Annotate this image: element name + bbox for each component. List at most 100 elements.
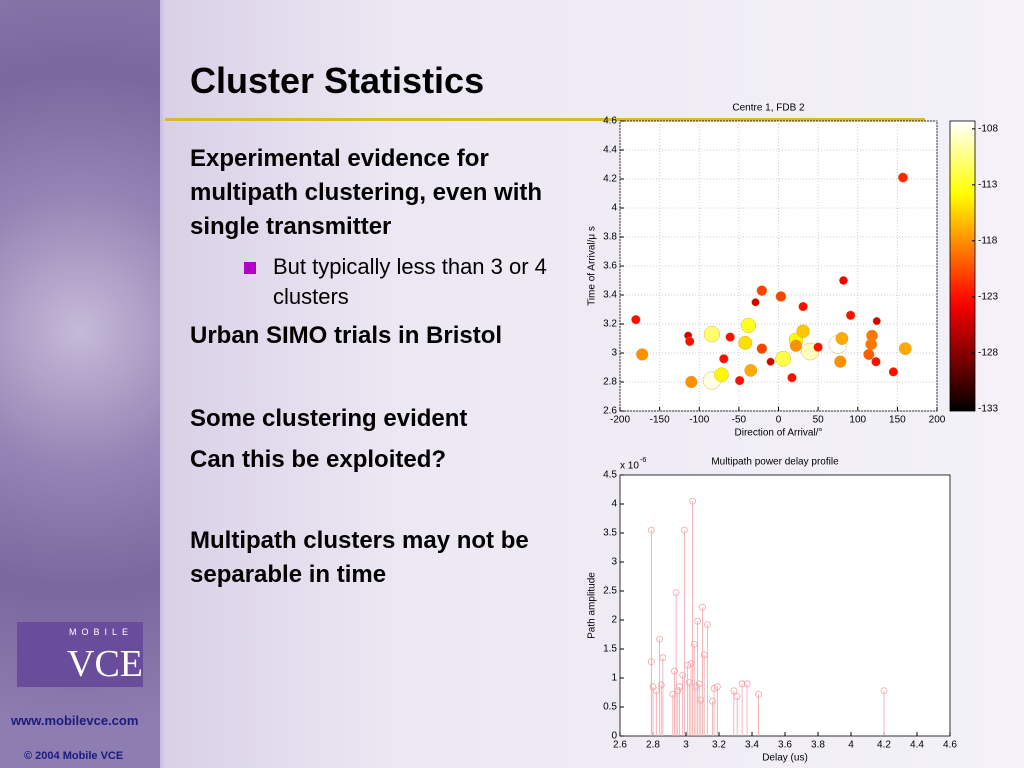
point <box>789 339 803 352</box>
point <box>839 276 848 285</box>
x-tick-label: 2.8 <box>646 740 660 751</box>
point <box>897 172 908 183</box>
stem-head <box>709 697 716 705</box>
point <box>834 355 847 368</box>
stem-head <box>647 658 655 666</box>
point <box>863 348 875 360</box>
y-tick-label: 2.5 <box>603 586 617 597</box>
x-tick-label: 2.6 <box>613 740 627 751</box>
x-tick-label: 3.8 <box>811 740 825 751</box>
point <box>775 350 792 367</box>
copyright: © 2004 Mobile VCE <box>24 750 124 762</box>
y-tick-label: 4.5 <box>603 470 617 481</box>
stem-head <box>674 687 682 695</box>
colorbar-tick-label: -123 <box>978 291 998 302</box>
point <box>888 367 899 377</box>
colorbar-tick-label: -113 <box>978 179 998 190</box>
y-tick-label: 3.2 <box>603 319 617 330</box>
point <box>740 317 756 333</box>
point <box>871 357 881 367</box>
point <box>725 332 735 342</box>
x-tick-label: 100 <box>849 415 866 426</box>
y-tick-label: 2.8 <box>603 377 617 388</box>
point <box>766 357 775 366</box>
point <box>744 364 758 377</box>
point <box>738 335 753 350</box>
stem-head <box>704 621 711 629</box>
x-tick-label: -50 <box>732 415 747 426</box>
x-tick-label: 4 <box>848 740 854 751</box>
logo-top: MOBILE <box>69 627 134 637</box>
x-tick-label: 50 <box>813 415 825 426</box>
stem-head <box>743 680 751 688</box>
stem-head <box>647 526 655 534</box>
y-tick-label: 4.6 <box>603 116 617 127</box>
stem-head <box>730 687 738 695</box>
point <box>703 326 721 343</box>
bullet: Experimental evidence for multipath clus… <box>190 145 543 240</box>
point <box>719 354 729 364</box>
point <box>796 324 810 338</box>
chart-title: Centre 1, FDB 2 <box>732 103 805 114</box>
x-tick-label: 3.6 <box>778 740 792 751</box>
x-tick-label: 4.4 <box>910 740 924 751</box>
point <box>631 314 641 325</box>
stem-head <box>755 690 762 698</box>
x-axis-label: Direction of Arrival/° <box>735 428 823 439</box>
y-tick-label: 2 <box>611 615 617 626</box>
y-tick-label: 1.5 <box>603 644 617 655</box>
point <box>798 301 808 312</box>
point <box>835 332 849 345</box>
point <box>865 338 878 351</box>
y-tick-label: 2.6 <box>603 406 617 417</box>
colorbar-tick-label: -118 <box>978 235 998 246</box>
point <box>756 343 768 354</box>
stem-head <box>679 671 687 679</box>
y-tick-label: 0.5 <box>603 702 617 713</box>
y-multiplier: x 10 <box>620 461 639 472</box>
y-tick-label: 3.6 <box>603 261 617 272</box>
stem-head <box>694 617 701 625</box>
title-rule <box>165 118 925 121</box>
bullet: Multipath clusters may not be separable … <box>190 527 529 588</box>
y-tick-label: 3.8 <box>603 232 617 243</box>
x-tick-label: 3.4 <box>745 740 759 751</box>
stem-head <box>656 635 663 643</box>
stem-head <box>659 654 667 662</box>
bullet-marker <box>244 262 256 274</box>
x-tick-label: 4.2 <box>877 740 891 751</box>
colorbar <box>949 120 976 412</box>
stem-head <box>680 526 688 534</box>
y-tick-label: 3 <box>611 348 617 359</box>
y-tick-label: 3.5 <box>603 528 617 539</box>
x-tick-label: 0 <box>776 415 782 426</box>
point <box>751 298 760 307</box>
bullet: Urban SIMO trials in Bristol <box>190 322 503 349</box>
y-tick-label: 3.4 <box>603 290 617 301</box>
stem-head <box>671 667 678 675</box>
stem-head <box>657 681 665 689</box>
stem-head <box>649 683 657 691</box>
x-tick-label: -100 <box>689 415 709 426</box>
x-tick-label: -150 <box>650 415 670 426</box>
point <box>787 372 797 383</box>
point <box>813 342 823 352</box>
y-axis-label: Time of Arrival/μ s <box>587 226 598 306</box>
url[interactable]: www.mobilevce.com <box>11 713 139 728</box>
stem-head <box>672 589 680 597</box>
stem-head <box>738 680 746 688</box>
bullet: Some clustering evident <box>190 405 468 432</box>
stem-head <box>713 683 721 691</box>
x-tick-label: -200 <box>610 415 630 426</box>
stem-head <box>880 687 888 695</box>
point <box>872 317 881 326</box>
y-tick-label: 1 <box>611 673 617 684</box>
y-tick-label: 0 <box>611 731 617 742</box>
x-tick-label: 150 <box>889 415 906 426</box>
x-tick-label: 3.2 <box>712 740 726 751</box>
point <box>735 375 745 386</box>
point <box>775 291 787 302</box>
y-tick-label: 3 <box>611 557 617 568</box>
logo-main: VCE <box>67 643 143 685</box>
